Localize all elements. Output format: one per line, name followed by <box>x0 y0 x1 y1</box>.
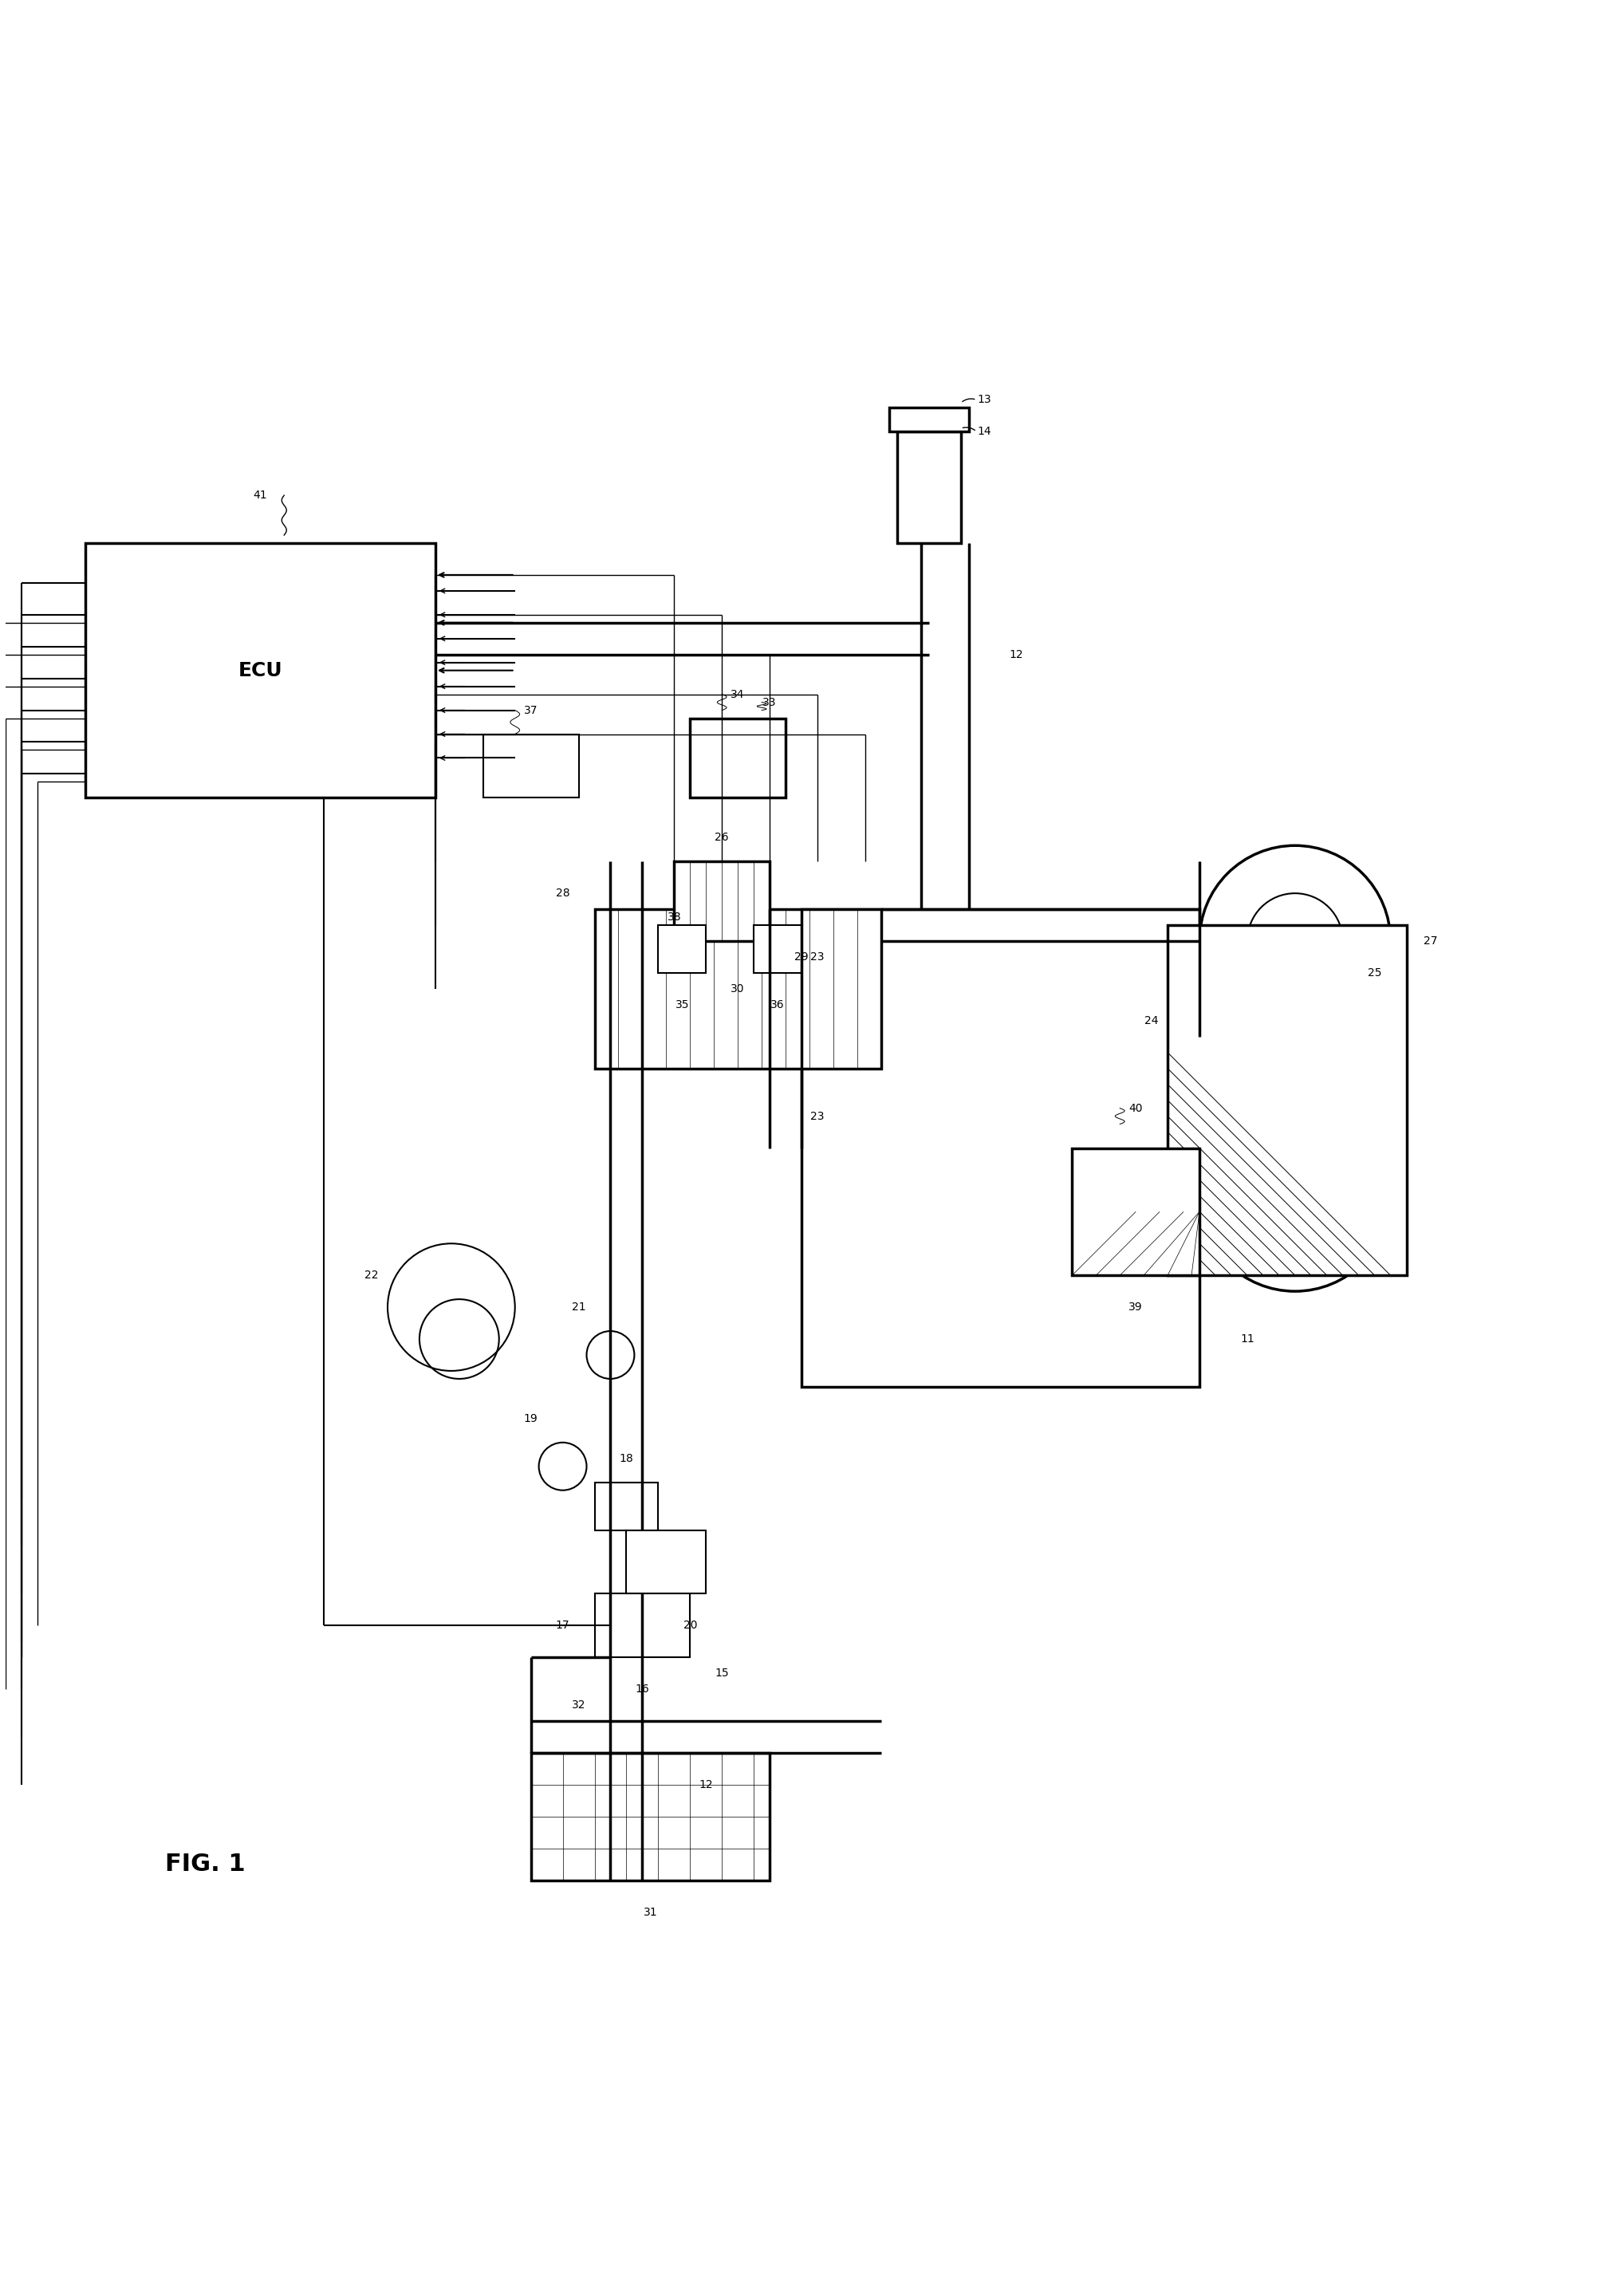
Bar <box>689 719 785 797</box>
Text: 21: 21 <box>572 1302 585 1313</box>
Text: 27: 27 <box>1423 934 1438 946</box>
Bar <box>627 1529 705 1593</box>
Text: 39: 39 <box>1129 1302 1143 1313</box>
Bar <box>595 1593 689 1658</box>
Text: 37: 37 <box>524 705 539 716</box>
Bar <box>898 432 960 544</box>
Bar <box>595 909 882 1068</box>
Text: 23: 23 <box>811 1111 824 1123</box>
Bar <box>483 735 579 797</box>
Bar <box>595 1483 659 1529</box>
Text: 25: 25 <box>1367 967 1382 978</box>
Text: 41: 41 <box>253 489 268 501</box>
Text: 36: 36 <box>771 999 784 1010</box>
Bar <box>1167 925 1406 1274</box>
Text: 35: 35 <box>675 999 689 1010</box>
Text: 28: 28 <box>556 889 569 898</box>
Text: 22: 22 <box>365 1270 378 1281</box>
Text: 17: 17 <box>556 1621 569 1630</box>
Bar <box>1072 1148 1199 1274</box>
Text: 24: 24 <box>1145 1015 1159 1026</box>
Text: 32: 32 <box>572 1699 585 1711</box>
Text: 16: 16 <box>635 1683 649 1694</box>
Text: 26: 26 <box>715 831 729 843</box>
Bar <box>659 925 705 974</box>
Bar <box>85 544 436 797</box>
Text: 29: 29 <box>795 951 808 962</box>
Bar <box>890 409 968 432</box>
Bar <box>675 861 769 941</box>
Text: 11: 11 <box>1241 1334 1254 1345</box>
Text: 13: 13 <box>978 395 992 406</box>
Text: 18: 18 <box>619 1453 633 1465</box>
Text: FIG. 1: FIG. 1 <box>165 1853 245 1876</box>
Text: 31: 31 <box>643 1906 657 1917</box>
Text: 38: 38 <box>667 912 681 923</box>
Text: 12: 12 <box>1010 650 1023 659</box>
Text: 23: 23 <box>811 951 824 962</box>
Text: 40: 40 <box>1129 1102 1143 1114</box>
Text: 14: 14 <box>978 427 992 436</box>
Text: 20: 20 <box>683 1621 697 1630</box>
Text: 12: 12 <box>699 1779 713 1791</box>
Text: ECU: ECU <box>239 661 282 680</box>
Text: 34: 34 <box>731 689 745 700</box>
Bar <box>531 1752 769 1880</box>
Text: 30: 30 <box>731 983 745 994</box>
Text: 33: 33 <box>763 696 776 707</box>
Text: 19: 19 <box>524 1412 539 1424</box>
Bar <box>802 909 1199 1387</box>
Bar <box>753 925 802 974</box>
Text: 15: 15 <box>715 1667 729 1678</box>
